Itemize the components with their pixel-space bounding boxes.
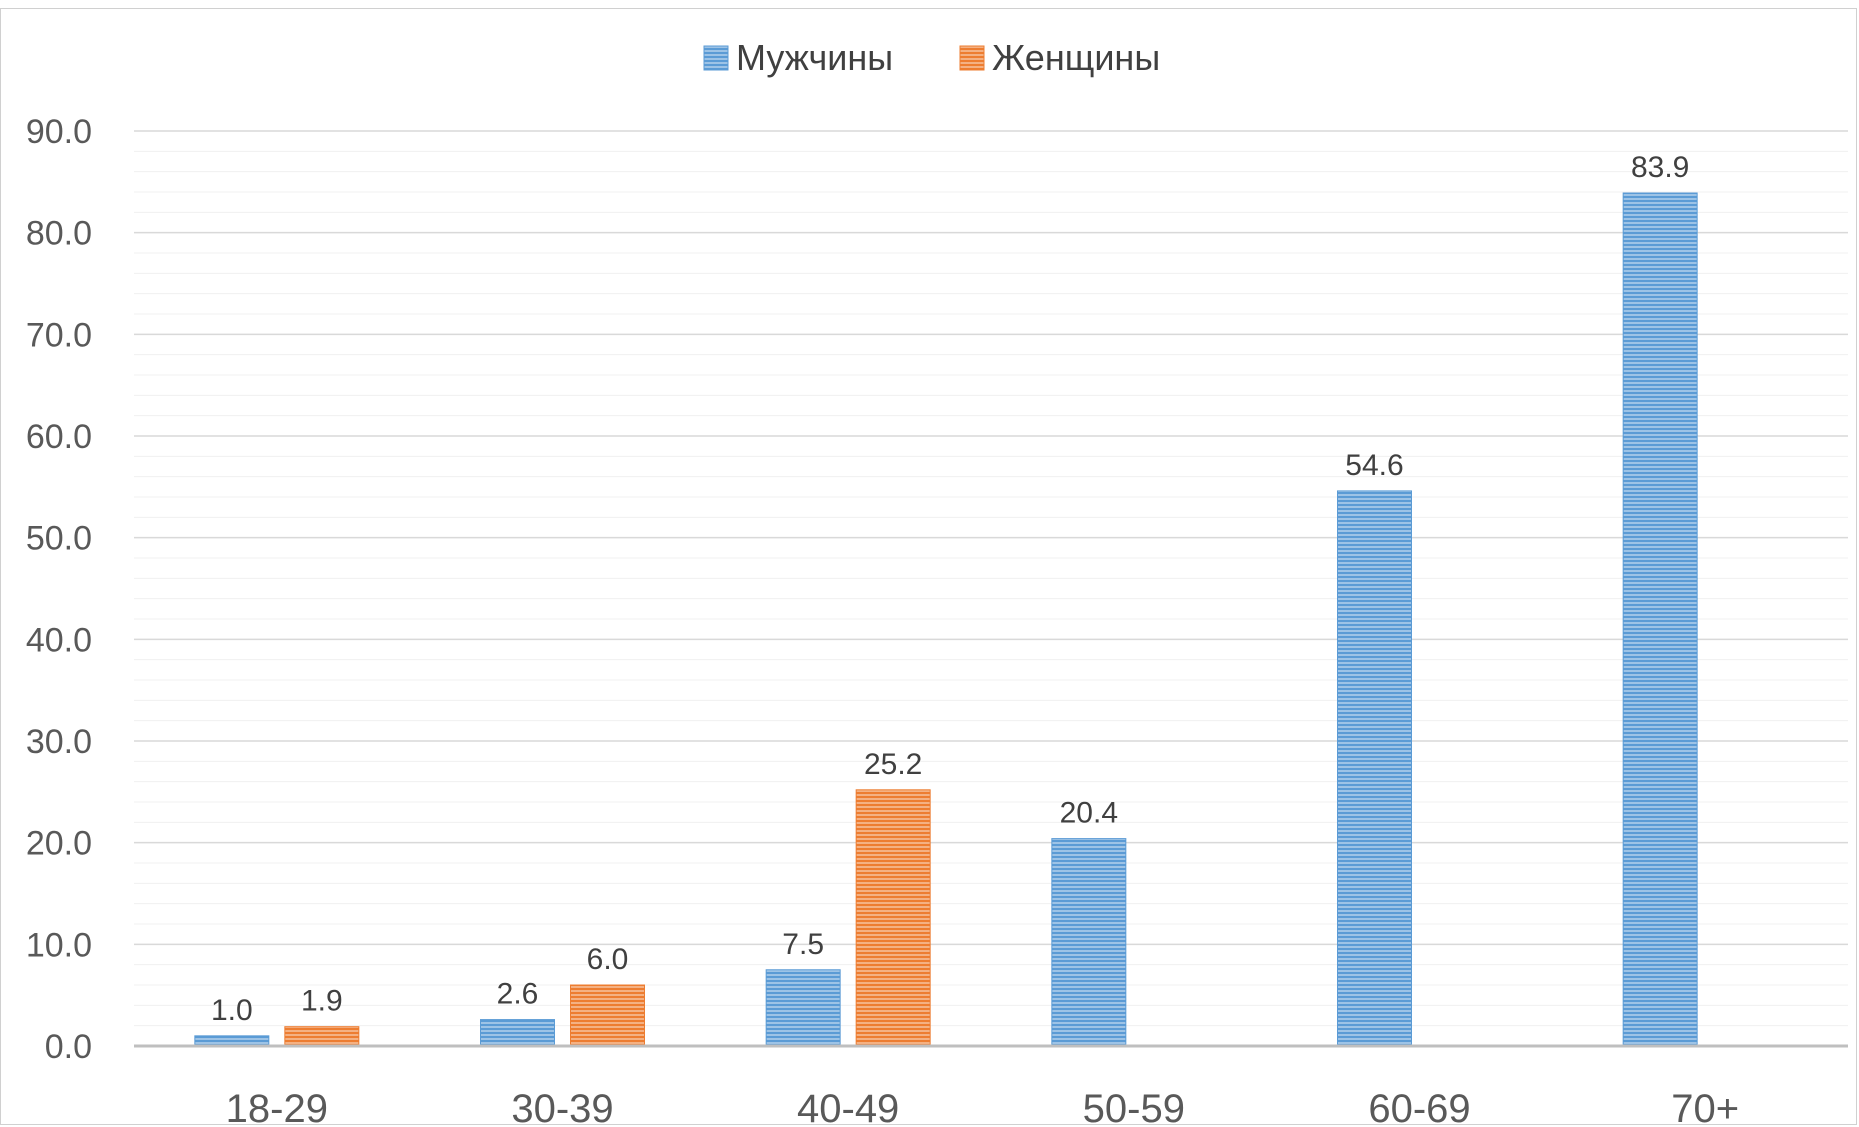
bar-men-30-39: [480, 1019, 555, 1047]
bar-men-60-69: [1337, 490, 1412, 1047]
y-tick-label: 60.0: [26, 418, 92, 456]
y-tick-label: 40.0: [26, 621, 92, 659]
legend-swatch-women: [959, 45, 985, 71]
bar-women-30-39: [570, 984, 645, 1047]
legend-swatch-men: [703, 45, 729, 71]
x-tick-label: 70+: [1671, 1087, 1739, 1127]
data-label: 6.0: [587, 943, 629, 976]
data-label: 25.2: [864, 748, 922, 781]
y-tick-label: 0.0: [45, 1028, 92, 1066]
bar-men-50-59: [1051, 838, 1127, 1047]
y-tick-label: 30.0: [26, 723, 92, 761]
data-label: 1.0: [211, 994, 253, 1027]
bars: [194, 192, 1698, 1047]
legend-label-men: Мужчины: [736, 37, 893, 78]
bar-women-40-49: [855, 789, 931, 1047]
y-tick-label: 20.0: [26, 825, 92, 863]
y-tick-label: 90.0: [26, 113, 92, 151]
y-axis: 0.0 10.0 20.0 30.0 40.0 50.0 60.0 70.0 80.0 90.0: [26, 113, 92, 1066]
x-tick-label: 30-39: [511, 1087, 613, 1127]
bar-men-18-29: [194, 1035, 270, 1047]
data-labels: 1.0 1.9 2.6 6.0 7.5 25.2 20.4 54.6 83.9: [211, 151, 1689, 1027]
bar-men-70+: [1622, 192, 1698, 1047]
x-tick-label: 18-29: [226, 1087, 328, 1127]
data-label: 54.6: [1345, 449, 1403, 482]
data-label: 83.9: [1631, 151, 1689, 184]
x-tick-label: 60-69: [1368, 1087, 1470, 1127]
data-label: 7.5: [782, 928, 824, 961]
y-tick-label: 80.0: [26, 215, 92, 253]
legend-label-women: Женщины: [992, 37, 1160, 78]
data-label: 20.4: [1060, 797, 1118, 830]
y-tick-label: 50.0: [26, 520, 92, 558]
x-tick-label: 40-49: [797, 1087, 899, 1127]
x-tick-label: 50-59: [1083, 1087, 1185, 1127]
x-axis: 18-29 30-39 40-49 50-59 60-69 70+: [134, 1044, 1848, 1127]
gridlines: [134, 130, 1848, 1027]
data-label: 1.9: [301, 985, 343, 1018]
bar-men-40-49: [765, 969, 841, 1047]
y-tick-label: 70.0: [26, 316, 92, 354]
legend: Мужчины Женщины: [703, 37, 1160, 78]
data-label: 2.6: [497, 978, 539, 1011]
y-tick-label: 10.0: [26, 926, 92, 964]
bar-women-18-29: [284, 1026, 360, 1047]
